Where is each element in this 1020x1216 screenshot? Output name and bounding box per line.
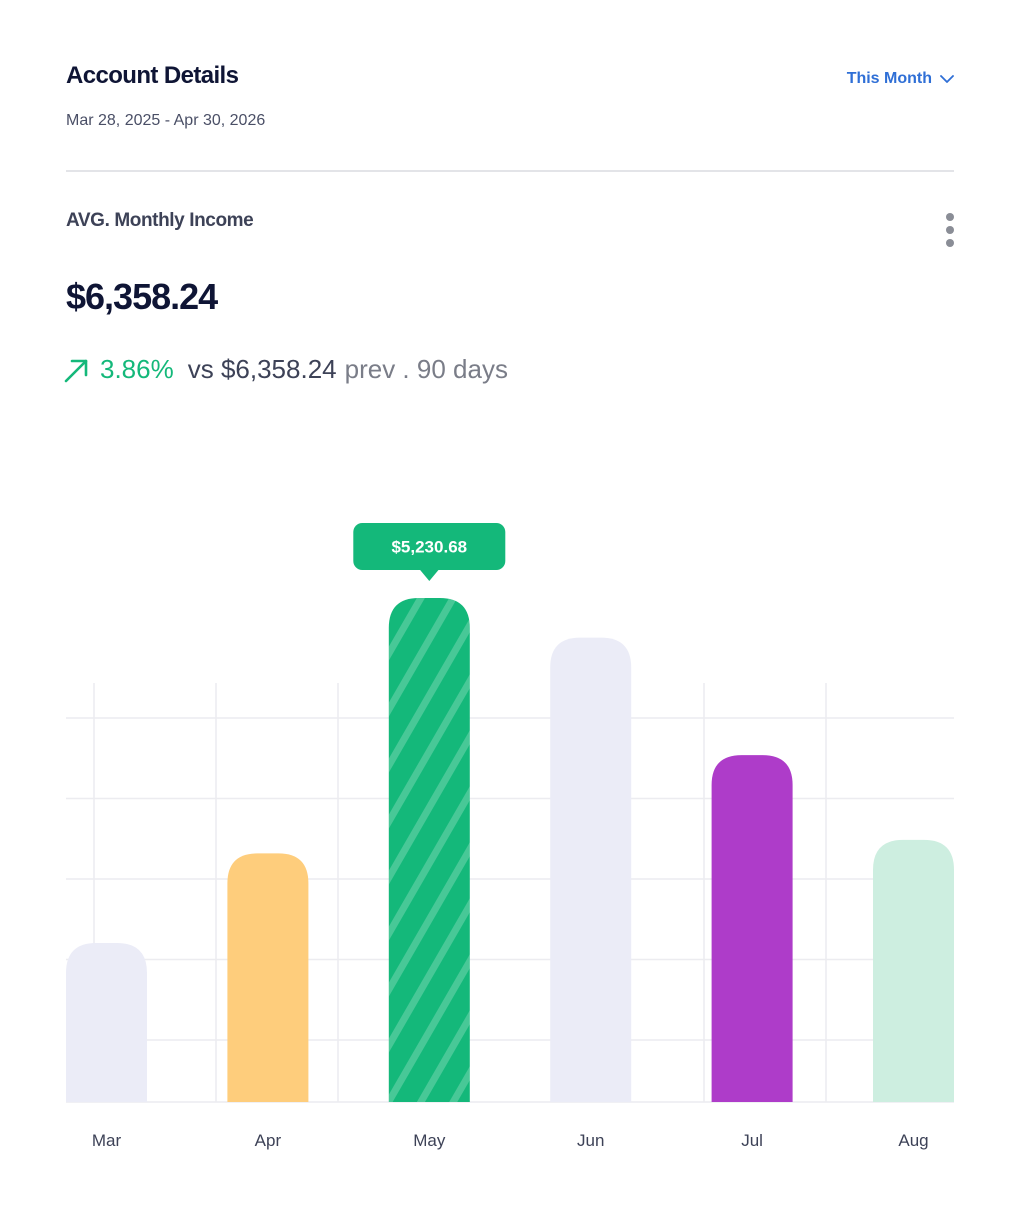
bar-apr[interactable]	[227, 853, 309, 1102]
card-title: Account Details	[66, 62, 239, 89]
chart-tooltip: $5,230.68	[353, 523, 506, 581]
bar-aug[interactable]	[873, 839, 954, 1102]
divider	[66, 170, 954, 172]
tooltip-box	[353, 523, 506, 570]
arrow-up-right-icon	[64, 359, 88, 382]
more-vertical-icon[interactable]	[938, 210, 962, 252]
income-bar-chart: Mar Apr May Jun Jul Aug $5,230.68	[66, 523, 954, 1150]
metric-label: AVG. Monthly Income	[66, 210, 254, 231]
trend-period: prev . 90 days	[344, 354, 508, 384]
chart-bars	[66, 598, 954, 1102]
tooltip-value: $5,230.68	[391, 538, 467, 557]
x-tick-label: May	[413, 1131, 446, 1150]
bar-stripes-may	[388, 598, 470, 1102]
chart-grid	[66, 683, 954, 1103]
metric-value: $6,358.24	[66, 276, 218, 317]
x-tick-label: Mar	[92, 1131, 122, 1150]
trend-percent: 3.86%	[100, 354, 174, 384]
x-tick-label: Jul	[741, 1131, 763, 1150]
bar-jun[interactable]	[550, 637, 632, 1102]
period-dropdown-label: This Month	[846, 70, 932, 87]
x-tick-label: Jun	[577, 1131, 604, 1150]
x-tick-label: Apr	[255, 1131, 282, 1150]
x-tick-label: Aug	[898, 1131, 928, 1150]
bar-jul[interactable]	[711, 755, 793, 1102]
period-dropdown[interactable]: This Month	[847, 70, 954, 88]
tooltip-pointer	[419, 569, 440, 581]
chevron-down-icon	[940, 75, 954, 83]
trend-row: 3.86% vs $6,358.24 prev . 90 days	[62, 354, 508, 385]
x-axis-labels: Mar Apr May Jun Jul Aug	[92, 1131, 929, 1150]
bar-mar[interactable]	[66, 943, 147, 1102]
trend-compare-value: vs $6,358.24	[187, 354, 337, 384]
date-range: Mar 28, 2025 - Apr 30, 2026	[66, 112, 266, 129]
